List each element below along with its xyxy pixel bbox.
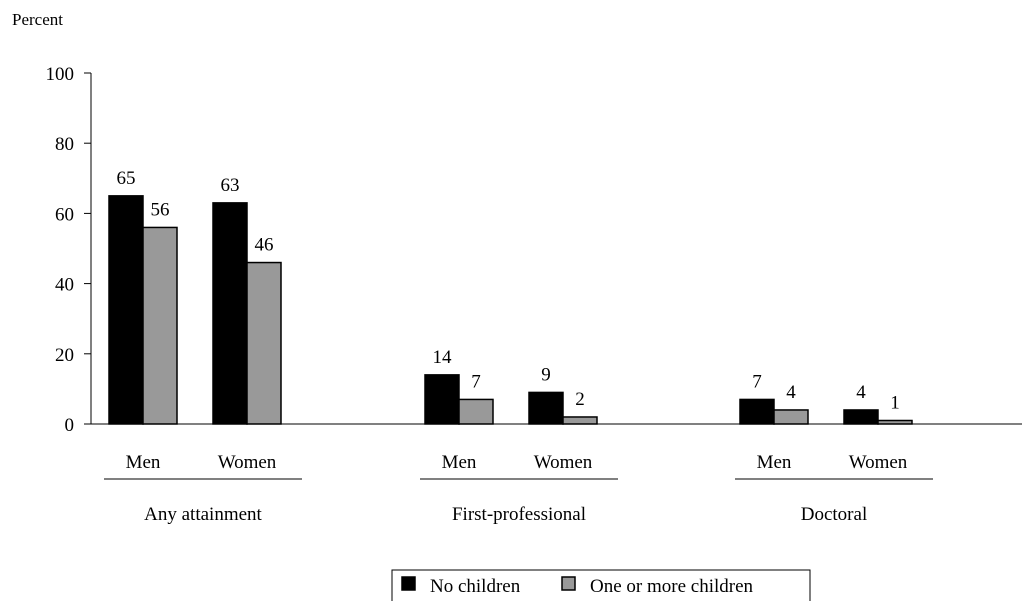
y-tick-label: 40 xyxy=(55,275,74,296)
data-label: 4 xyxy=(786,382,796,403)
legend-swatch xyxy=(561,576,576,591)
data-label: 7 xyxy=(752,371,762,392)
data-label: 63 xyxy=(221,175,240,196)
legend: No children One or more children xyxy=(391,569,811,601)
bar xyxy=(142,226,178,425)
x-subcategory-label: Men xyxy=(442,452,477,473)
legend-swatch xyxy=(401,576,416,591)
y-tick-label: 20 xyxy=(55,345,74,366)
bar xyxy=(877,419,913,425)
data-label: 56 xyxy=(151,199,170,220)
x-group-label: Any attainment xyxy=(144,504,262,525)
x-subcategory-label: Men xyxy=(126,452,161,473)
bar xyxy=(739,398,775,425)
x-subcategory-label: Women xyxy=(849,452,908,473)
bar xyxy=(458,398,494,425)
y-axis-title: Percent xyxy=(12,10,63,29)
bar xyxy=(773,409,809,425)
y-tick-label: 100 xyxy=(46,64,75,85)
legend-label: One or more children xyxy=(590,576,754,597)
x-group-label: Doctoral xyxy=(801,504,867,525)
bar xyxy=(562,416,598,425)
legend-box xyxy=(391,569,811,601)
data-label: 9 xyxy=(541,364,551,385)
data-label: 4 xyxy=(856,382,866,403)
data-label: 7 xyxy=(471,371,481,392)
legend-label: No children xyxy=(430,576,521,597)
axes: 0 20 40 60 80 100 xyxy=(46,64,1022,436)
y-tick-label: 60 xyxy=(55,204,74,225)
data-label: 46 xyxy=(255,235,274,256)
bar xyxy=(528,391,564,425)
bars xyxy=(108,195,913,425)
y-tick-label: 80 xyxy=(55,134,74,155)
x-group-label: First-professional xyxy=(452,504,586,525)
bar xyxy=(843,409,879,425)
y-tick-label: 0 xyxy=(65,415,75,436)
bar xyxy=(424,374,460,425)
data-label: 1 xyxy=(890,392,900,413)
x-subcategory-label: Women xyxy=(534,452,593,473)
bar xyxy=(212,202,248,425)
data-label: 65 xyxy=(117,168,136,189)
bar xyxy=(108,195,144,425)
data-label: 14 xyxy=(433,347,453,368)
bar xyxy=(246,261,282,425)
x-subcategory-label: Men xyxy=(757,452,792,473)
data-label: 2 xyxy=(575,389,585,410)
x-subcategory-label: Women xyxy=(218,452,277,473)
